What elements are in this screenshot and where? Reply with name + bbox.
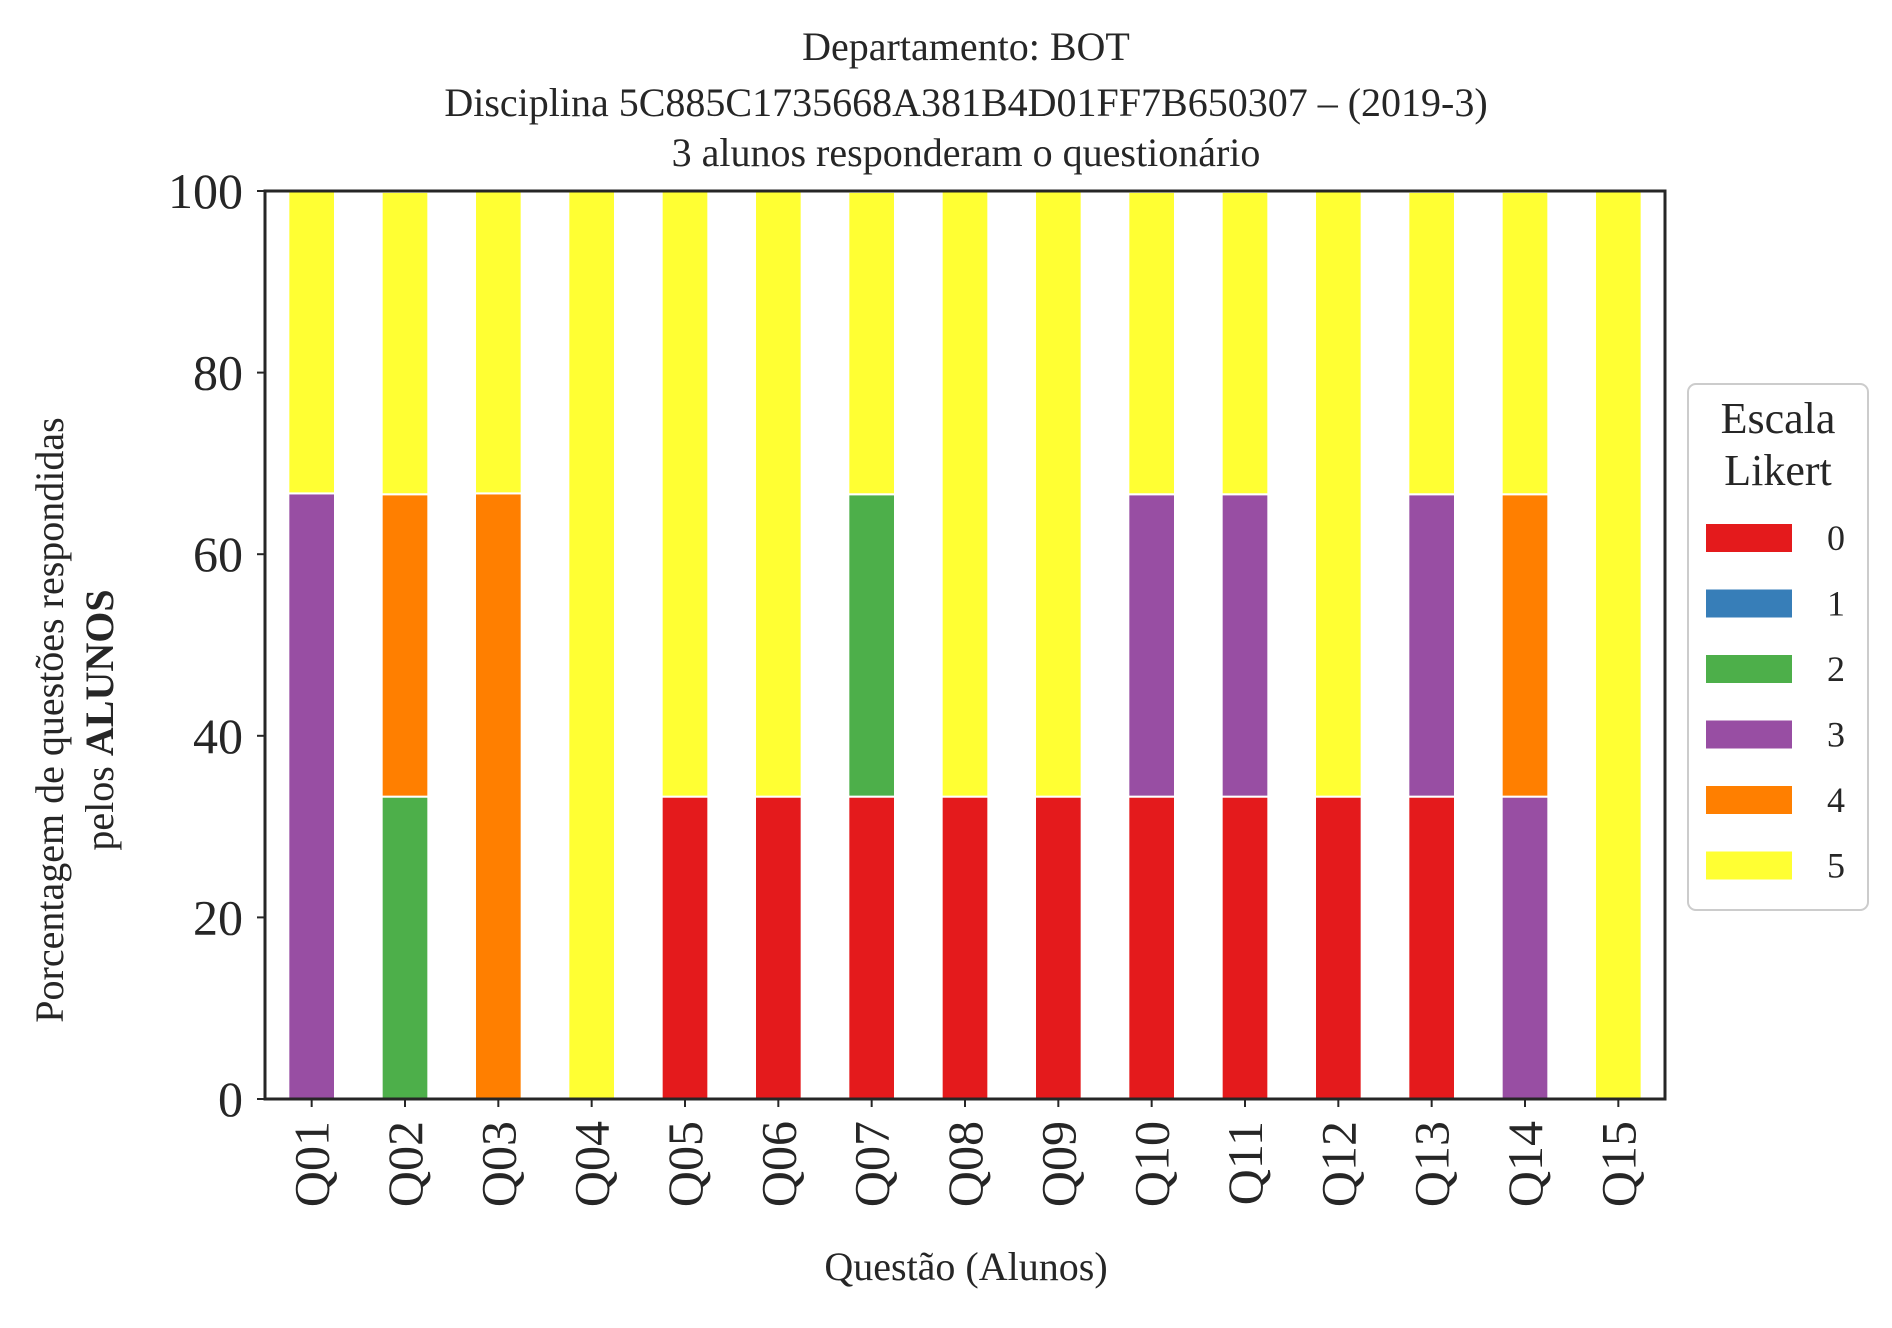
y-tick-label-60: 60 [193,526,243,582]
legend-label-4: 4 [1827,780,1845,820]
x-tick-label-q08: Q08 [937,1121,993,1207]
x-ticks: Q01 Q02 Q03 Q04 Q05 Q06 Q07 Q08 Q09 Q10 Q11 Q12 Q13 Q… [284,1099,1646,1207]
legend-swatch-0 [1706,524,1792,552]
bar-q11-level-3 [1220,493,1270,798]
x-tick-label-q04: Q04 [564,1121,620,1207]
x-tick-label-q02: Q02 [377,1121,433,1207]
bar-q12-level-5 [1314,190,1363,798]
legend-swatch-1 [1706,589,1792,618]
legend-title-line-1: Escala [1721,394,1836,443]
legend-swatch-3 [1706,720,1792,749]
bar-q11-level-5 [1220,190,1270,496]
y-tick-label-100: 100 [168,163,243,219]
bar-q01-level-3 [287,492,337,1100]
bar-q01-level-5 [287,190,337,495]
legend-box [1687,383,1869,911]
bar-q14-level-4 [1500,493,1550,798]
bar-q05-level-5 [660,190,710,798]
legend-label-1: 1 [1827,584,1845,624]
bar-q13-level-0 [1407,795,1457,1100]
bar-q13-level-5 [1407,190,1457,496]
plot-frame [263,189,1667,1101]
bars [287,190,1643,1100]
bar-q09-level-0 [1034,795,1083,1100]
chart-subtitle-line-1: Disciplina 5C885C1735668A381B4D01FF7B650… [444,80,1487,125]
bar-q09-level-5 [1034,190,1083,798]
bar-q10-level-5 [1127,190,1177,496]
bar-q14-level-3 [1500,795,1550,1100]
legend-items: 0 1 2 3 4 5 [1706,518,1845,886]
bar-q12-level-0 [1314,795,1363,1100]
bar-q15-level-5 [1594,190,1643,1100]
y-tick-label-40: 40 [193,708,243,764]
legend: Escala Likert 0 1 2 3 4 5 [1687,383,1869,911]
x-tick-label-q01: Q01 [284,1121,340,1207]
bar-q04-level-5 [567,190,616,1100]
y-axis-label-bold: ALUNOS [77,589,122,756]
x-tick-label-q06: Q06 [750,1121,806,1207]
bar-q02-level-4 [380,493,430,798]
y-ticks: 0 20 40 60 80 100 [168,163,265,1127]
x-tick-label-q03: Q03 [470,1121,526,1207]
legend-label-3: 3 [1827,715,1845,755]
x-axis-label: Questão (Alunos) [824,1244,1107,1289]
bar-q02-level-5 [380,190,430,496]
bar-q05-level-0 [660,795,710,1100]
x-tick-label-q15: Q15 [1590,1121,1646,1207]
y-tick-label-80: 80 [193,345,243,401]
y-tick-label-0: 0 [218,1071,243,1127]
bar-q08-level-0 [940,795,990,1100]
bar-q11-level-0 [1220,795,1270,1100]
y-axis-label-prefix: pelos [77,756,122,850]
bar-q07-level-5 [847,190,896,496]
bar-q07-level-2 [847,493,896,798]
bar-q14-level-5 [1500,190,1550,496]
legend-swatch-2 [1706,655,1792,683]
legend-label-0: 0 [1827,518,1845,558]
chart-subtitle-line-2: 3 alunos responderam o questionário [672,130,1261,175]
x-tick-label-q10: Q10 [1124,1121,1180,1207]
x-tick-label-q14: Q14 [1497,1121,1553,1207]
chart-title: Departamento: BOT [802,24,1130,69]
legend-swatch-4 [1706,786,1792,814]
bar-q03-level-5 [474,190,523,495]
x-tick-label-q07: Q07 [844,1121,900,1207]
legend-swatch-5 [1706,851,1792,880]
bar-q08-level-5 [940,190,990,798]
y-tick-label-20: 20 [193,889,243,945]
legend-title-line-2: Likert [1724,446,1832,495]
bar-q13-level-3 [1407,493,1457,798]
x-tick-label-q05: Q05 [657,1121,713,1207]
bar-q06-level-5 [754,190,803,798]
legend-label-5: 5 [1827,846,1845,886]
bar-q10-level-0 [1127,795,1177,1100]
x-tick-label-q13: Q13 [1404,1121,1460,1207]
x-tick-label-q11: Q11 [1217,1121,1273,1205]
y-axis-label-line-1: Porcentagem de questões respondidas [27,417,72,1022]
bar-q07-level-0 [847,795,896,1100]
x-tick-label-q12: Q12 [1310,1121,1366,1207]
bar-q02-level-2 [380,795,430,1100]
legend-label-2: 2 [1827,649,1845,689]
bar-q06-level-0 [754,795,803,1100]
y-axis-label-line-2: pelos ALUNOS [77,589,122,850]
bar-q03-level-4 [474,492,523,1100]
x-tick-label-q09: Q09 [1030,1121,1086,1207]
bar-q10-level-3 [1127,493,1177,798]
